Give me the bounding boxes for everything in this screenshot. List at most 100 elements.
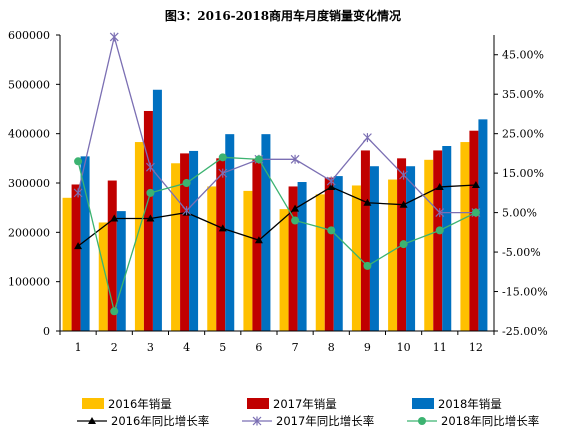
line-3-point-11 bbox=[435, 226, 444, 235]
legend: 2016年销量 2017年销量 2018年销量 2016年同比增长率 2017年同比增长… bbox=[77, 397, 539, 428]
bar-2-6 bbox=[252, 159, 262, 331]
line-1-point-1 bbox=[74, 242, 83, 250]
y-right-tick-label: 45.00% bbox=[502, 49, 544, 62]
x-tick-label: 3 bbox=[147, 341, 154, 354]
line-2-point-1 bbox=[73, 188, 83, 198]
line-2-point-5 bbox=[218, 168, 228, 178]
x-tick-label: 4 bbox=[183, 341, 190, 354]
y-left-tick-label: 200000 bbox=[8, 226, 50, 239]
bar-2-2 bbox=[107, 180, 117, 331]
y-left-tick-label: 500000 bbox=[8, 78, 50, 91]
bar-2-4 bbox=[180, 153, 190, 331]
bar-3-9 bbox=[369, 166, 379, 331]
line-3-point-12 bbox=[471, 208, 480, 217]
bar-1-7 bbox=[279, 209, 289, 331]
line-3-point-3 bbox=[146, 188, 155, 197]
bar-3-8 bbox=[333, 176, 343, 331]
y-left-tick-label: 300000 bbox=[8, 177, 50, 190]
bar-2-9 bbox=[360, 150, 370, 331]
bar-2-8 bbox=[324, 177, 334, 331]
y-left-tick-label: 100000 bbox=[8, 276, 50, 289]
line-2-point-10 bbox=[399, 170, 409, 180]
bar-1-1 bbox=[62, 197, 72, 331]
x-tick-label: 6 bbox=[255, 341, 262, 354]
y-right-tick-label: -15.00% bbox=[502, 286, 548, 299]
line-3-point-8 bbox=[327, 226, 336, 235]
line-1-point-5 bbox=[218, 224, 227, 232]
x-tick-label: 11 bbox=[433, 341, 447, 354]
bar-3-3 bbox=[152, 89, 162, 331]
line-3-point-10 bbox=[399, 240, 408, 249]
line-series-1 bbox=[77, 184, 476, 247]
bar-3-1 bbox=[80, 156, 90, 331]
x-tick-label: 2 bbox=[111, 341, 118, 354]
line-2-point-7 bbox=[290, 154, 300, 164]
line-1-point-7 bbox=[291, 204, 300, 212]
line-1-point-12 bbox=[471, 180, 480, 188]
line-3-point-7 bbox=[291, 216, 300, 225]
x-tick-label: 12 bbox=[469, 341, 483, 354]
legend-label-bar-1: 2016年销量 bbox=[108, 397, 172, 411]
bar-1-2 bbox=[98, 222, 108, 331]
bar-1-11 bbox=[424, 159, 434, 331]
y-right-tick-label: 5.00% bbox=[502, 207, 537, 220]
x-axis-ticks: 1 2 3 4 5 6 7 8 9 10 11 12 bbox=[59, 331, 495, 354]
y-left-tick-label: 0 bbox=[43, 325, 50, 338]
line-series-2 bbox=[77, 36, 476, 214]
line-3-point-5 bbox=[218, 153, 227, 162]
bar-2-1 bbox=[71, 184, 81, 331]
bar-3-11 bbox=[442, 146, 452, 331]
bar-2-12 bbox=[469, 130, 479, 331]
legend-label-line-3: 2018年同比增长率 bbox=[441, 414, 539, 428]
bar-1-6 bbox=[243, 190, 253, 331]
x-tick-label: 7 bbox=[292, 341, 299, 354]
line-3-point-9 bbox=[363, 261, 372, 270]
x-tick-label: 8 bbox=[328, 341, 335, 354]
y-axis-right-ticks: -25.00% -15.00% -5.00% 5.00% 15.00% 25.00% 35.… bbox=[494, 49, 548, 338]
legend-marker-line-1 bbox=[88, 417, 96, 424]
legend-label-bar-2: 2017年销量 bbox=[273, 397, 337, 411]
line-1-point-8 bbox=[327, 182, 336, 190]
legend-marker-line-2 bbox=[252, 416, 262, 426]
bar-2-11 bbox=[433, 150, 443, 331]
bar-3-10 bbox=[406, 166, 416, 331]
bar-1-8 bbox=[315, 194, 325, 331]
y-right-tick-label: -5.00% bbox=[502, 246, 541, 259]
legend-swatch-bar-2 bbox=[247, 398, 269, 409]
bar-3-2 bbox=[116, 211, 126, 331]
line-1-point-2 bbox=[110, 214, 119, 222]
line-2-point-2 bbox=[109, 32, 119, 42]
line-3-point-1 bbox=[74, 157, 83, 166]
bar-3-12 bbox=[478, 119, 488, 331]
x-tick-label: 10 bbox=[397, 341, 411, 354]
y-right-tick-label: -25.00% bbox=[502, 325, 548, 338]
chart-title: 图3：2016-2018商用车月度销量变化情况 bbox=[165, 8, 401, 23]
line-2-point-3 bbox=[145, 162, 155, 172]
bar-3-6 bbox=[261, 134, 271, 331]
line-1-point-10 bbox=[399, 200, 408, 208]
y-left-tick-label: 400000 bbox=[8, 128, 50, 141]
y-left-tick-label: 600000 bbox=[8, 29, 50, 42]
bar-3-5 bbox=[225, 134, 235, 331]
bar-2-7 bbox=[288, 186, 298, 331]
line-1-point-9 bbox=[363, 198, 372, 206]
x-tick-label: 5 bbox=[219, 341, 226, 354]
line-3-point-6 bbox=[254, 155, 263, 164]
lines bbox=[73, 32, 481, 316]
bar-3-7 bbox=[297, 182, 307, 331]
legend-label-line-1: 2016年同比增长率 bbox=[111, 414, 209, 428]
line-2-point-4 bbox=[182, 206, 192, 216]
bar-1-4 bbox=[171, 163, 181, 331]
line-2-point-8 bbox=[326, 176, 336, 186]
line-2-point-11 bbox=[435, 208, 445, 218]
bar-3-4 bbox=[189, 150, 199, 331]
y-right-tick-label: 35.00% bbox=[502, 88, 544, 101]
y-right-tick-label: 15.00% bbox=[502, 167, 544, 180]
bars bbox=[62, 89, 488, 332]
x-tick-label: 1 bbox=[75, 341, 82, 354]
legend-label-line-2: 2017年同比增长率 bbox=[276, 414, 374, 428]
line-1-point-3 bbox=[146, 214, 155, 222]
bar-1-3 bbox=[134, 142, 144, 331]
bar-1-5 bbox=[207, 186, 217, 331]
